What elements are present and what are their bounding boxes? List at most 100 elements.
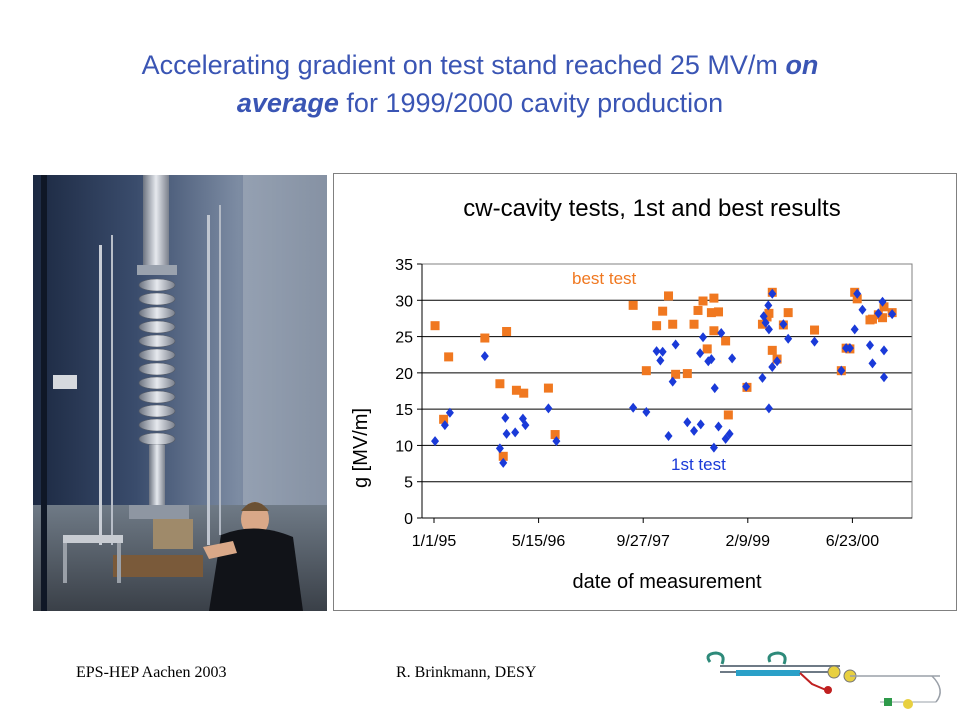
best-test-point	[519, 388, 529, 398]
first-test-point	[758, 372, 767, 383]
first-test-point	[764, 324, 773, 335]
first-test-point	[837, 365, 846, 376]
y-tick-label: 30	[395, 293, 413, 310]
first-test-point	[696, 419, 705, 430]
best-test-point	[682, 369, 692, 379]
best-test-point	[511, 385, 521, 395]
best-test-point	[430, 321, 440, 331]
first-test-point	[709, 442, 718, 453]
best-test-point	[439, 414, 449, 424]
best-test-point	[698, 296, 708, 306]
annotation-best-test: best test	[572, 269, 637, 288]
best-test-point	[852, 294, 862, 304]
first-test-point	[495, 443, 504, 454]
first-test-point	[768, 288, 777, 299]
first-test-point	[761, 317, 770, 328]
y-tick-label: 20	[395, 366, 413, 383]
best-test-point	[867, 314, 877, 324]
first-test-point	[868, 358, 877, 369]
first-test-point	[501, 412, 510, 423]
first-test-point	[707, 354, 716, 365]
best-test-point	[498, 451, 508, 461]
first-test-point	[518, 413, 527, 424]
first-test-point	[779, 319, 788, 330]
x-tick-label: 1/1/95	[412, 533, 457, 550]
first-test-point	[878, 296, 887, 307]
footer-left: EPS-HEP Aachen 2003	[76, 664, 227, 681]
scatter-chart: cw-cavity tests, 1st and best results da…	[350, 195, 913, 593]
first-test-point	[710, 383, 719, 394]
best-test-point	[706, 308, 716, 318]
first-test-point	[668, 376, 677, 387]
first-test-point	[742, 381, 751, 392]
first-test-point	[658, 346, 667, 357]
first-test-point	[768, 362, 777, 373]
y-tick-label: 0	[404, 511, 413, 528]
best-test-point	[709, 326, 719, 336]
best-test-point	[878, 313, 888, 323]
best-test-point	[495, 379, 505, 389]
first-test-point	[764, 403, 773, 414]
first-test-point	[850, 324, 859, 335]
best-test-point	[550, 430, 560, 440]
first-test-point	[699, 332, 708, 343]
first-test-point	[717, 327, 726, 338]
best-test-point	[502, 326, 512, 336]
footer-center: R. Brinkmann, DESY	[396, 664, 537, 681]
first-test-point	[879, 372, 888, 383]
first-test-point	[544, 403, 553, 414]
first-test-point	[440, 420, 449, 431]
first-test-point	[480, 351, 489, 362]
best-test-point	[879, 302, 889, 312]
y-tick-label: 10	[395, 438, 413, 455]
first-test-point	[652, 346, 661, 357]
x-tick-label: 9/27/97	[617, 533, 670, 550]
slide-title: Accelerating gradient on test stand reac…	[40, 46, 920, 122]
first-test-point	[690, 425, 699, 436]
first-test-point	[671, 339, 680, 350]
first-test-point	[888, 309, 897, 320]
y-axis-label: g [MV/m]	[350, 408, 372, 488]
first-test-point	[810, 336, 819, 347]
first-test-point	[683, 417, 692, 428]
first-test-point	[629, 402, 638, 413]
best-test-point	[714, 307, 724, 317]
first-test-point	[853, 288, 862, 299]
first-test-point	[865, 340, 874, 351]
first-test-point	[431, 436, 440, 447]
best-test-point	[721, 336, 731, 346]
first-test-point	[764, 300, 773, 311]
title-emphasis-on: on	[785, 50, 819, 80]
first-test-point	[502, 428, 511, 439]
best-test-point	[689, 319, 699, 329]
best-test-point	[723, 410, 733, 420]
best-test-point	[764, 308, 774, 318]
first-test-point	[499, 457, 508, 468]
best-test-point	[783, 308, 793, 318]
test-stand-photo	[33, 175, 327, 611]
title-part2: for 1999/2000 cavity production	[338, 88, 724, 118]
y-tick-label: 5	[404, 475, 413, 492]
first-test-point	[725, 428, 734, 439]
first-test-point	[445, 407, 454, 418]
best-test-point	[641, 366, 651, 376]
best-test-point	[810, 325, 820, 335]
best-test-point	[702, 344, 712, 354]
first-test-point	[552, 436, 561, 447]
first-test-point	[721, 433, 730, 444]
best-test-point	[658, 306, 668, 316]
first-test-point	[845, 343, 854, 354]
x-tick-label: 5/15/96	[512, 533, 565, 550]
first-test-point	[521, 420, 530, 431]
first-test-point	[858, 304, 867, 315]
first-test-point	[664, 430, 673, 441]
plot-area	[421, 263, 913, 519]
first-test-point	[642, 407, 651, 418]
y-tick-label: 25	[395, 330, 413, 347]
first-test-point	[759, 311, 768, 322]
x-tick-label: 2/9/99	[726, 533, 771, 550]
x-axis-label: date of measurement	[573, 571, 762, 593]
best-test-point	[757, 319, 767, 329]
first-test-point	[696, 348, 705, 359]
best-test-point	[767, 345, 777, 355]
